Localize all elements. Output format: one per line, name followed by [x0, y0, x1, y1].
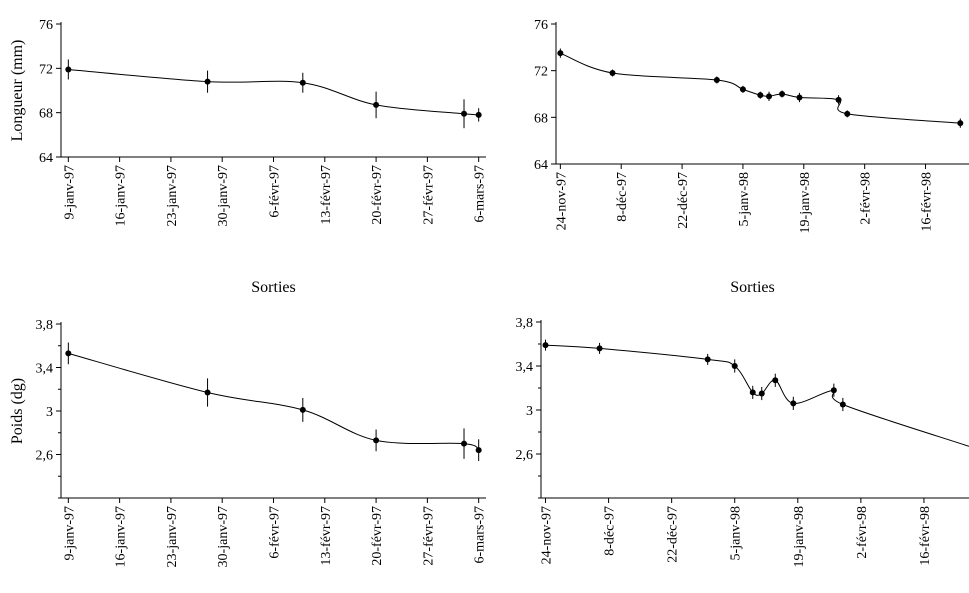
x-tick-label: 2-févr-98	[855, 506, 870, 559]
x-tick-label: 20-févr-97	[370, 165, 385, 225]
x-tick-label: 22-déc-97	[666, 506, 681, 563]
y-tick-label: 3,8	[516, 316, 534, 331]
y-tick-label: 64	[39, 151, 53, 166]
series-line	[68, 68, 479, 116]
y-tick-label: 68	[39, 107, 53, 122]
x-tick-label: 20-févr-97	[370, 506, 385, 566]
x-tick-label: 8-déc-97	[603, 506, 618, 556]
x-tick-label: 6-mars-97	[473, 165, 488, 223]
data-point	[796, 94, 803, 101]
data-point	[779, 91, 786, 97]
data-point	[461, 440, 468, 447]
data-point	[461, 110, 468, 117]
y-tick-label: 76	[534, 18, 548, 33]
x-tick-label: 24-nov-97	[540, 506, 555, 564]
x-tick-label: 6-mars-97	[473, 506, 488, 564]
y-axis-title: Longueur (mm)	[9, 40, 26, 142]
y-tick-label: 72	[39, 62, 53, 77]
x-tick-label: 8-déc-97	[615, 172, 630, 222]
x-tick-label: 5-janv-98	[737, 172, 752, 226]
data-point	[749, 389, 756, 396]
panel-4: 2,6 3 3,4 3,8 24-nov-97 8-déc-97 22-déc-97 5-ja…	[516, 316, 969, 567]
y-tick-label: 3,8	[36, 318, 54, 333]
data-point	[830, 387, 837, 394]
data-point	[713, 77, 720, 83]
data-point	[790, 400, 797, 407]
x-tick-label: 30-janv-97	[216, 506, 231, 567]
x-tick-label: 27-févr-97	[421, 506, 436, 566]
data-point	[65, 350, 72, 357]
data-point	[373, 101, 380, 108]
x-tick-label: 16-févr-98	[920, 172, 935, 232]
data-point	[766, 93, 773, 100]
x-tick-label: 6-févr-97	[268, 506, 283, 559]
x-tick-label: 9-janv-97	[62, 165, 77, 219]
data-point	[475, 111, 482, 118]
data-point	[731, 363, 738, 369]
y-tick-label: 3	[526, 404, 533, 419]
x-tick-label: 6-févr-97	[268, 165, 283, 218]
data-point	[596, 345, 603, 352]
x-axis-title: Sorties	[730, 279, 774, 296]
y-tick-label: 76	[39, 18, 53, 33]
x-tick-label: 24-nov-97	[554, 172, 569, 230]
x-tick-label: 27-févr-97	[421, 165, 436, 225]
x-tick-label: 13-févr-97	[319, 165, 334, 225]
data-point	[839, 401, 846, 408]
y-tick-label: 2,6	[516, 448, 534, 463]
data-point	[65, 66, 72, 73]
series-line	[560, 52, 961, 124]
data-point	[557, 50, 564, 57]
data-point	[373, 437, 380, 444]
x-tick-label: 13-févr-97	[319, 506, 334, 566]
data-point	[542, 342, 549, 349]
y-tick-label: 3,4	[516, 360, 534, 375]
y-tick-label: 3,4	[36, 362, 54, 377]
data-point	[475, 447, 482, 454]
series-line	[68, 352, 479, 451]
x-tick-label: 30-janv-97	[216, 165, 231, 226]
x-tick-label: 23-janv-97	[165, 165, 180, 226]
data-point	[757, 92, 764, 99]
y-tick-label: 3	[46, 405, 53, 420]
y-tick-label: 68	[534, 111, 548, 126]
x-tick-label: 5-janv-98	[729, 506, 744, 560]
data-point	[204, 389, 211, 396]
x-tick-label: 19-janv-98	[792, 506, 807, 567]
x-axis-title: Sorties	[251, 279, 295, 296]
series-line	[545, 344, 969, 447]
data-point	[299, 406, 306, 413]
x-tick-label: 19-janv-98	[798, 172, 813, 233]
data-point	[835, 96, 842, 103]
y-tick-label: 72	[534, 65, 548, 80]
x-tick-label: 23-janv-97	[165, 506, 180, 567]
x-tick-label: 16-janv-97	[114, 165, 129, 226]
data-point	[299, 79, 306, 86]
data-point	[957, 120, 964, 127]
data-point	[704, 356, 711, 363]
data-point	[758, 390, 765, 397]
data-point	[609, 70, 616, 76]
data-point	[204, 78, 211, 85]
y-tick-label: 64	[534, 158, 548, 173]
x-tick-label: 2-févr-98	[859, 172, 874, 225]
x-tick-label: 22-déc-97	[676, 172, 691, 229]
data-point	[772, 377, 779, 384]
y-axis-title: Poids (dg)	[9, 378, 26, 444]
data-point	[844, 110, 851, 117]
panel-2: 64 68 72 76 24-nov-97 8-déc-97 22-déc-97 5-janv…	[534, 18, 969, 296]
panel-3: 2,6 3 3,4 3,8 9-janv-97 16-janv-97 23-janv-97 3…	[9, 318, 488, 567]
x-tick-label: 9-janv-97	[62, 506, 77, 560]
x-tick-label: 16-févr-98	[918, 506, 933, 566]
data-point	[739, 86, 746, 93]
y-tick-label: 2,6	[36, 449, 54, 464]
x-tick-label: 16-janv-97	[114, 506, 129, 567]
panel-1: 64 68 72 76 9-janv-97 16-janv-97 23-janv-97 30-…	[9, 18, 488, 296]
